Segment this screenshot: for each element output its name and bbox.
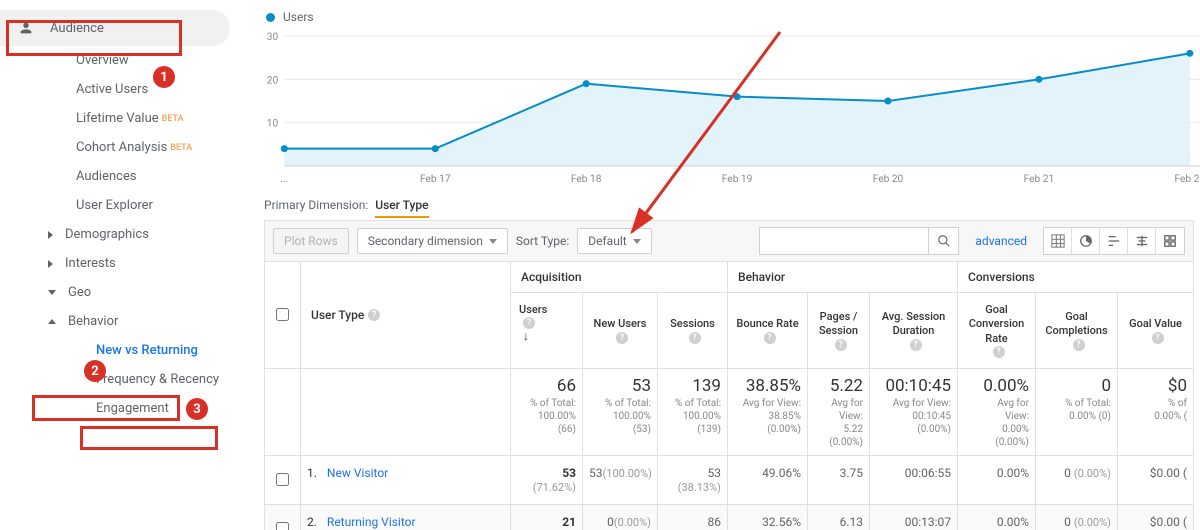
sidebar-item[interactable]: Audiences <box>76 162 240 191</box>
sort-type-label: Sort Type: <box>516 234 569 248</box>
totals-cell: 53% of Total:100.00%(53) <box>583 369 658 455</box>
column-header[interactable]: Avg. Session Duration? <box>870 293 958 368</box>
totals-cell: 139% of Total:100.00%(139) <box>658 369 728 455</box>
view-pivot-icon[interactable] <box>1156 228 1184 254</box>
svg-text:Feb 22: Feb 22 <box>1175 174 1200 185</box>
svg-text:20: 20 <box>267 75 279 86</box>
sidebar-item[interactable]: Active Users <box>76 75 240 104</box>
sidebar: Audience OverviewActive UsersLifetime Va… <box>0 0 240 530</box>
sidebar-item[interactable]: Lifetime ValueBETA <box>76 104 240 133</box>
select-all-checkbox[interactable] <box>276 308 289 321</box>
sidebar-group[interactable]: Interests <box>0 249 240 278</box>
sidebar-audience[interactable]: Audience <box>0 10 230 46</box>
totals-cell: 0.00%Avg forView:0.00%(0.00%) <box>958 369 1036 455</box>
svg-text:Feb 21: Feb 21 <box>1024 174 1055 185</box>
column-header[interactable]: Goal Conversion Rate? <box>958 293 1036 368</box>
users-chart: 10 20 30... Feb 17 Feb 18 Feb 19 Feb 20 Feb 21 F… <box>264 30 1200 190</box>
sidebar-group[interactable]: Demographics <box>0 220 240 249</box>
column-header[interactable]: New Users? <box>583 293 658 368</box>
legend-label: Users <box>283 10 314 24</box>
svg-text:Feb 19: Feb 19 <box>722 174 753 185</box>
svg-text:...: ... <box>280 174 288 185</box>
group-behavior: Behavior <box>728 262 958 292</box>
view-bar-icon[interactable] <box>1100 228 1128 254</box>
column-header[interactable]: Goal Value? <box>1118 293 1193 368</box>
sidebar-item[interactable]: User Explorer <box>76 191 240 220</box>
sort-type-button[interactable]: Default <box>577 228 651 254</box>
svg-text:Feb 17: Feb 17 <box>420 174 451 185</box>
view-table-icon[interactable] <box>1044 228 1072 254</box>
primary-dimension-value[interactable]: User Type <box>375 198 428 218</box>
table-search-input[interactable] <box>759 227 929 255</box>
view-pie-icon[interactable] <box>1072 228 1100 254</box>
svg-text:Feb 18: Feb 18 <box>571 174 602 185</box>
sidebar-item[interactable]: Overview <box>76 46 240 75</box>
help-icon[interactable]: ? <box>368 309 380 321</box>
svg-text:10: 10 <box>267 119 279 130</box>
chevron-down-icon <box>633 239 641 244</box>
totals-cell: 38.85%Avg for View:38.85%(0.00%) <box>728 369 808 455</box>
table-row: 2.Returning Visitor21 (28.38%)0(0.00%)86… <box>265 505 1193 530</box>
group-acquisition: Acquisition <box>511 262 728 292</box>
sidebar-sub-item[interactable]: Engagement <box>0 394 240 423</box>
user-type-link[interactable]: Returning Visitor <box>327 515 416 530</box>
main-content: Users 10 20 30... Feb 17 Feb 18 Feb 19 Feb 20 F… <box>240 0 1200 530</box>
primary-dimension: Primary Dimension: User Type <box>264 190 1200 220</box>
user-type-link[interactable]: New Visitor <box>327 466 388 494</box>
sidebar-item[interactable]: Cohort AnalysisBETA <box>76 133 240 162</box>
totals-cell: 66% of Total:100.00%(66) <box>511 369 583 455</box>
totals-cell: $0% of0.00% ( <box>1118 369 1193 455</box>
sidebar-audience-label: Audience <box>50 21 104 36</box>
totals-cell: 5.22Avg forView:5.22(0.00%) <box>808 369 870 455</box>
column-header[interactable]: Goal Completions? <box>1036 293 1118 368</box>
totals-cell: 0% of Total:0.00% (0) <box>1036 369 1118 455</box>
view-cloud-icon[interactable] <box>1128 228 1156 254</box>
table-toolbar: Plot Rows Secondary dimension Sort Type:… <box>264 220 1194 262</box>
svg-text:30: 30 <box>267 32 279 43</box>
column-header[interactable]: Users?↓ <box>511 293 583 368</box>
column-header[interactable]: Sessions? <box>658 293 728 368</box>
legend-dot-icon <box>266 13 275 22</box>
column-header[interactable]: Pages / Session? <box>808 293 870 368</box>
chevron-down-icon <box>489 239 497 244</box>
search-icon <box>937 234 951 248</box>
person-icon <box>18 20 34 36</box>
sidebar-sub-item[interactable]: Frequency & Recency <box>0 365 240 394</box>
row-checkbox[interactable] <box>276 522 289 530</box>
column-header[interactable]: Bounce Rate? <box>728 293 808 368</box>
table-row: 1.New Visitor53 (71.62%)53(100.00%)53 (3… <box>265 456 1193 505</box>
search-button[interactable] <box>929 227 959 255</box>
row-checkbox[interactable] <box>276 473 289 486</box>
sidebar-group[interactable]: Geo <box>0 278 240 307</box>
sidebar-group[interactable]: Behavior <box>0 307 240 336</box>
view-mode-icons <box>1043 227 1185 255</box>
totals-cell: 00:10:45Avg for View:00:10:45(0.00%) <box>870 369 958 455</box>
chart-legend[interactable]: Users <box>264 0 1200 30</box>
secondary-dimension-button[interactable]: Secondary dimension <box>357 228 508 254</box>
user-type-header[interactable]: User Type <box>311 308 364 322</box>
data-table: User Type? Acquisition Behavior Conversi… <box>264 262 1194 530</box>
plot-rows-button: Plot Rows <box>273 228 349 254</box>
group-conversions: Conversions <box>958 262 1193 292</box>
sidebar-sub-item[interactable]: New vs Returning <box>0 336 240 365</box>
advanced-link[interactable]: advanced <box>975 234 1027 248</box>
svg-text:Feb 20: Feb 20 <box>873 174 904 185</box>
